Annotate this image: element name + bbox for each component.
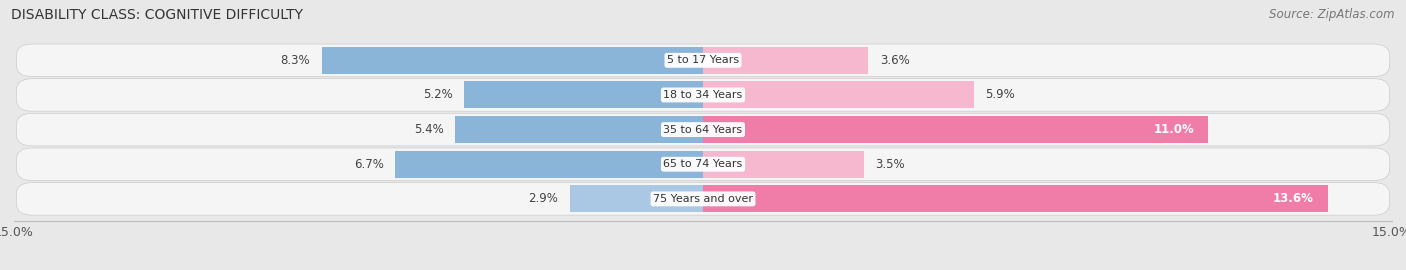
Bar	[703, 151, 863, 178]
FancyBboxPatch shape	[17, 79, 1389, 111]
FancyBboxPatch shape	[17, 183, 1389, 215]
Text: 5 to 17 Years: 5 to 17 Years	[666, 55, 740, 65]
Bar	[456, 116, 703, 143]
Bar	[395, 151, 703, 178]
Text: 5.4%: 5.4%	[413, 123, 443, 136]
Bar	[569, 185, 703, 212]
Text: 5.2%: 5.2%	[423, 89, 453, 102]
FancyBboxPatch shape	[17, 44, 1389, 77]
Text: 11.0%: 11.0%	[1154, 123, 1195, 136]
Text: 13.6%: 13.6%	[1272, 193, 1313, 205]
Bar	[703, 185, 1327, 212]
Text: Source: ZipAtlas.com: Source: ZipAtlas.com	[1270, 8, 1395, 21]
Text: 35 to 64 Years: 35 to 64 Years	[664, 124, 742, 135]
Text: 6.7%: 6.7%	[354, 158, 384, 171]
Bar	[703, 47, 869, 74]
FancyBboxPatch shape	[17, 113, 1389, 146]
Bar	[322, 47, 703, 74]
Text: 65 to 74 Years: 65 to 74 Years	[664, 159, 742, 169]
Text: 5.9%: 5.9%	[986, 89, 1015, 102]
FancyBboxPatch shape	[17, 148, 1389, 181]
Text: 8.3%: 8.3%	[281, 54, 311, 67]
Text: 18 to 34 Years: 18 to 34 Years	[664, 90, 742, 100]
Text: 3.6%: 3.6%	[880, 54, 910, 67]
Text: 2.9%: 2.9%	[529, 193, 558, 205]
Text: 3.5%: 3.5%	[875, 158, 905, 171]
Bar	[703, 116, 1208, 143]
Text: DISABILITY CLASS: COGNITIVE DIFFICULTY: DISABILITY CLASS: COGNITIVE DIFFICULTY	[11, 8, 304, 22]
Bar	[464, 82, 703, 109]
Bar	[703, 82, 974, 109]
Text: 75 Years and over: 75 Years and over	[652, 194, 754, 204]
